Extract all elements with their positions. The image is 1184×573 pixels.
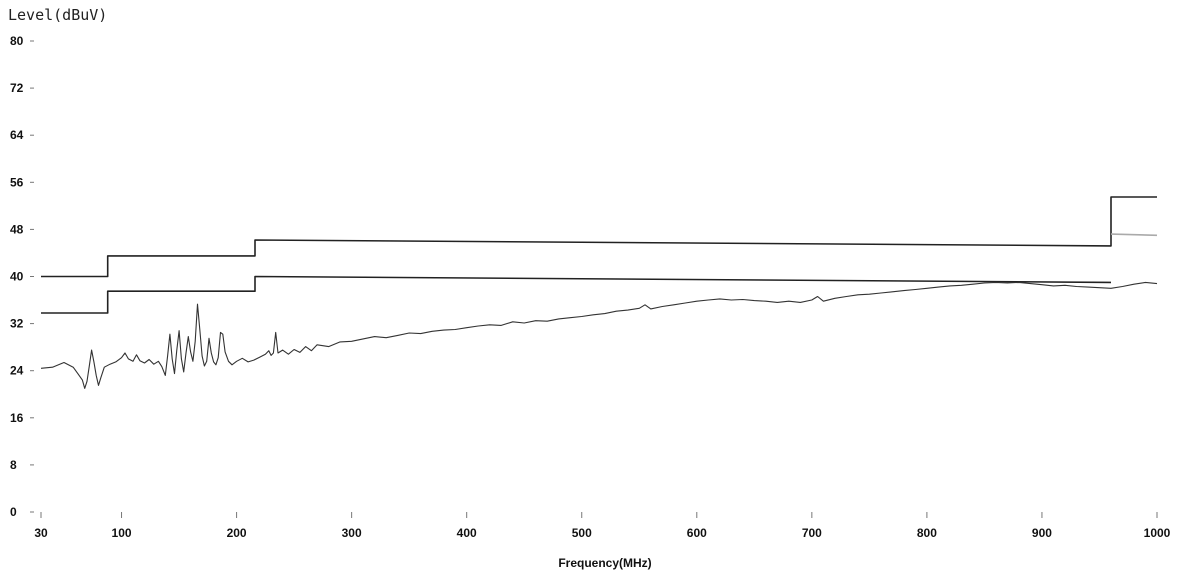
x-tick-label: 600 [687,526,707,540]
y-tick-label: 56 [10,175,24,189]
y-axis-title: Level(dBuV) [8,6,107,24]
y-tick-label: 48 [10,222,24,236]
y-tick-label: 64 [10,128,24,142]
y-tick-label: 32 [10,317,24,331]
x-tick-label: 1000 [1144,526,1171,540]
x-tick-label: 900 [1032,526,1052,540]
x-tick-label: 400 [457,526,477,540]
x-tick-label: 30 [34,526,48,540]
limit-line-1 [41,196,1157,278]
y-tick-label: 0 [10,505,17,519]
y-tick-label: 72 [10,81,24,95]
x-tick-label: 100 [112,526,132,540]
x-tick-label: 800 [917,526,937,540]
x-axis-ticks: 30 100 200 300 400 500 600 700 800 900 1000 [34,512,1171,540]
x-axis-title: Frequency(MHz) [558,556,651,570]
measurement-trace [40,281,1158,389]
y-tick-label: 24 [10,364,24,378]
x-tick-label: 700 [802,526,822,540]
limit-line-2 [41,275,1112,314]
y-tick-label: 16 [10,411,24,425]
y-tick-label: 80 [10,34,24,48]
x-tick-label: 500 [572,526,592,540]
limit-line-3 [1110,233,1158,237]
x-tick-label: 200 [227,526,247,540]
y-tick-label: 40 [10,270,24,284]
y-axis-ticks: 0 8 16 24 32 40 48 56 64 72 80 [10,34,34,519]
y-tick-label: 8 [10,458,17,472]
x-tick-label: 300 [342,526,362,540]
series-group [40,196,1158,389]
